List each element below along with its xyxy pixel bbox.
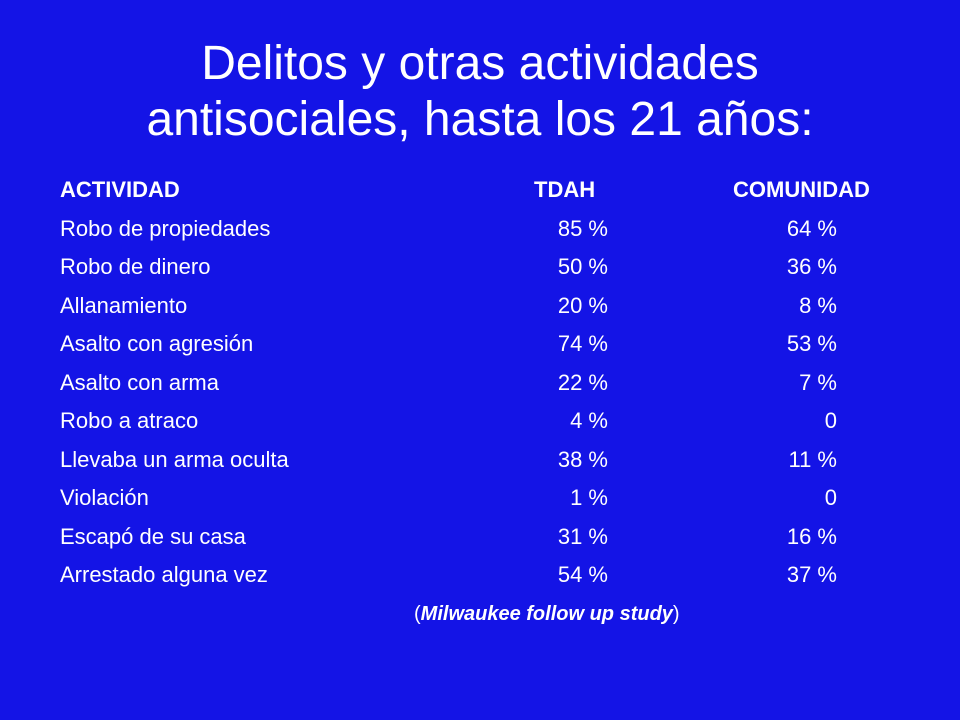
source-open-paren: ( bbox=[414, 603, 421, 625]
tdah-cell: 85 % bbox=[557, 215, 608, 241]
tdah-cell: 74 % bbox=[557, 331, 608, 356]
header-actividad: ACTIVIDAD bbox=[60, 177, 180, 202]
activity-cell: Robo de dinero bbox=[60, 254, 211, 279]
activity-cell: Llevaba un arma oculta bbox=[60, 446, 289, 472]
table-row: Robo de dinero 50 % 36 % bbox=[60, 248, 920, 287]
activity-cell: Robo a atraco bbox=[60, 408, 199, 433]
title-line-1: Delitos y otras actividades bbox=[201, 37, 759, 90]
table-row: Arrestado alguna vez 54 % 37 % bbox=[60, 556, 920, 595]
tdah-cell: 4 % bbox=[570, 408, 608, 433]
comunidad-cell: 36 % bbox=[786, 254, 837, 279]
tdah-cell: 1 % bbox=[570, 485, 608, 510]
comunidad-cell: 37 % bbox=[786, 562, 837, 587]
activity-cell: Robo de propiedades bbox=[60, 215, 271, 241]
tdah-cell: 20 % bbox=[557, 292, 608, 318]
activity-cell: Arrestado alguna vez bbox=[60, 562, 268, 587]
comunidad-cell: 0 bbox=[824, 485, 837, 510]
tdah-cell: 50 % bbox=[557, 254, 608, 279]
comunidad-cell: 16 % bbox=[786, 523, 837, 549]
comunidad-cell: 11 % bbox=[788, 446, 837, 472]
activity-cell: Allanamiento bbox=[60, 292, 188, 318]
table-row: Allanamiento 20 % 8 % bbox=[60, 287, 920, 326]
activity-cell: Escapó de su casa bbox=[60, 523, 246, 549]
activity-cell: Asalto con agresión bbox=[60, 331, 254, 356]
table-header-row: ACTIVIDAD TDAH COMUNIDAD bbox=[60, 171, 920, 210]
title-line-2: antisociales, hasta los 21 años: bbox=[146, 93, 814, 146]
slide-title: Delitos y otras actividades antisociales… bbox=[0, 36, 960, 148]
tdah-cell: 22 % bbox=[557, 369, 608, 395]
activity-cell: Asalto con arma bbox=[60, 369, 219, 395]
tdah-cell: 54 % bbox=[557, 562, 608, 587]
activity-cell: Violación bbox=[60, 485, 149, 510]
source-text: Milwaukee follow up study bbox=[420, 603, 673, 625]
table-row: Asalto con agresión 74 % 53 % bbox=[60, 325, 920, 364]
comunidad-cell: 0 bbox=[824, 408, 837, 433]
table-row: Robo a atraco 4 % 0 bbox=[60, 402, 920, 441]
comunidad-cell: 53 % bbox=[786, 331, 837, 356]
header-tdah: TDAH bbox=[534, 177, 596, 202]
header-comunidad: COMUNIDAD bbox=[733, 177, 870, 202]
table-row: Asalto con arma 22 % 7 % bbox=[60, 364, 920, 403]
table-row: Robo de propiedades 85 % 64 % bbox=[60, 210, 920, 249]
comunidad-cell: 8 % bbox=[799, 292, 837, 318]
tdah-cell: 38 % bbox=[557, 446, 608, 472]
source-citation: (Milwaukee follow up study) bbox=[414, 596, 680, 632]
tdah-cell: 31 % bbox=[557, 523, 608, 549]
table-row: Violación 1 % 0 bbox=[60, 479, 920, 518]
activity-table: ACTIVIDAD TDAH COMUNIDAD Robo de propied… bbox=[60, 171, 920, 595]
comunidad-cell: 7 % bbox=[799, 369, 837, 395]
table-row: Escapó de su casa 31 % 16 % bbox=[60, 518, 920, 557]
source-close-paren: ) bbox=[672, 603, 680, 625]
comunidad-cell: 64 % bbox=[786, 215, 837, 241]
table-row: Llevaba un arma oculta 38 % 11 % bbox=[60, 441, 920, 480]
